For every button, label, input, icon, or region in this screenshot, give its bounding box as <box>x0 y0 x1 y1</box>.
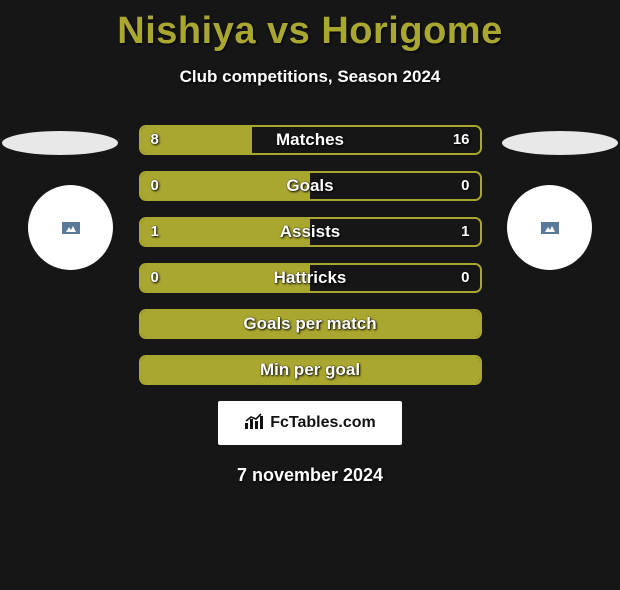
player-left-avatar <box>28 185 113 270</box>
stat-row: Min per goal <box>139 355 482 385</box>
stat-fill-right <box>310 173 480 199</box>
stat-row: Goals per match <box>139 309 482 339</box>
stat-row: 0 Hattricks 0 <box>139 263 482 293</box>
stat-row: 0 Goals 0 <box>139 171 482 201</box>
stat-row: 8 Matches 16 <box>139 125 482 155</box>
subtitle: Club competitions, Season 2024 <box>0 67 620 87</box>
stat-fill-right <box>252 127 479 153</box>
content: 8 Matches 16 0 Goals 0 1 Assists 1 0 Hat… <box>0 125 620 486</box>
date: 7 november 2024 <box>0 465 620 486</box>
player-right-oval <box>502 131 618 155</box>
fctables-tag: FcTables.com <box>218 401 402 445</box>
page-title: Nishiya vs Horigome <box>0 10 620 53</box>
stat-fill-right <box>310 265 480 291</box>
image-placeholder-icon <box>62 222 80 234</box>
stat-row: 1 Assists 1 <box>139 217 482 247</box>
stat-fill-left <box>141 357 480 383</box>
player-right-avatar <box>507 185 592 270</box>
image-placeholder-icon <box>541 222 559 234</box>
chart-icon <box>244 412 266 435</box>
stat-fill-left <box>141 311 480 337</box>
stat-fill-right <box>310 219 480 245</box>
stat-fill-left <box>141 173 311 199</box>
stats-bars: 8 Matches 16 0 Goals 0 1 Assists 1 0 Hat… <box>139 125 482 385</box>
fctables-label: FcTables.com <box>270 414 376 432</box>
stat-fill-left <box>141 219 311 245</box>
stat-fill-left <box>141 127 253 153</box>
player-left-oval <box>2 131 118 155</box>
stat-fill-left <box>141 265 311 291</box>
